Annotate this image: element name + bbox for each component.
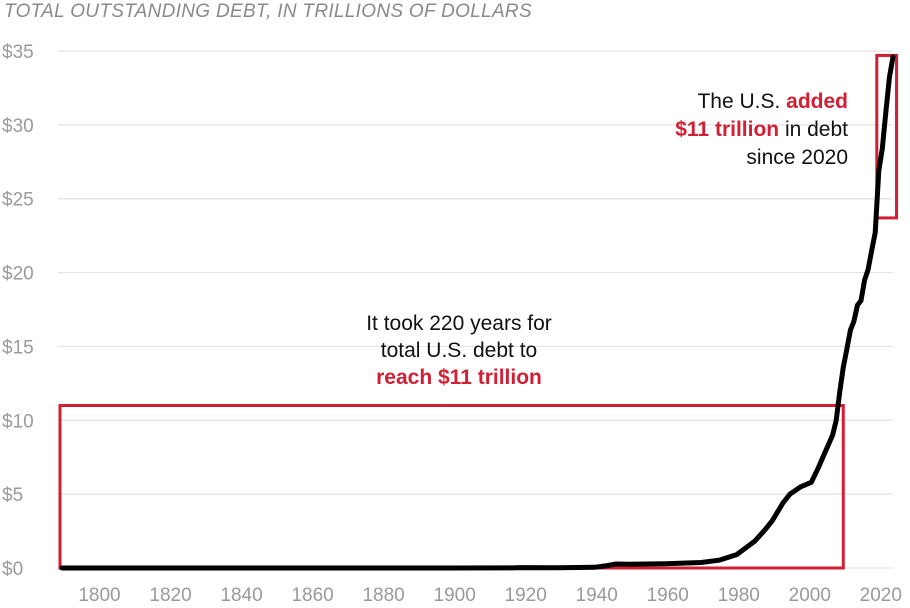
chart-title: TOTAL OUTSTANDING DEBT, IN TRILLIONS OF …: [4, 1, 532, 22]
y-tick-label: $20: [2, 264, 34, 285]
annotation-early-line1: It took 220 years for: [366, 312, 552, 335]
y-tick-label: $15: [2, 337, 34, 358]
annotation-early-line2: total U.S. debt to: [381, 339, 537, 362]
x-tick-label: 1840: [220, 585, 262, 606]
x-tick-label: 2020: [860, 585, 902, 606]
x-tick-label: 1960: [647, 585, 689, 606]
annotation-recent-line2-highlight: $11 trillion: [675, 118, 779, 141]
x-axis-ticks: 1800 1820 1840 1860 1880 1900 1920 1940 1960 1980…: [78, 585, 902, 606]
x-tick-label: 1980: [718, 585, 760, 606]
y-axis-ticks: $0 $5 $10 $15 $20 $25 $30 $35: [2, 42, 34, 580]
y-tick-label: $25: [2, 190, 34, 211]
annotation-early-highlight: reach $11 trillion: [376, 366, 542, 389]
x-tick-label: 1860: [291, 585, 333, 606]
annotation-recent-line1: The U.S. added: [697, 90, 848, 113]
x-tick-label: 1940: [576, 585, 618, 606]
x-tick-label: 2000: [789, 585, 831, 606]
y-tick-label: $10: [2, 411, 34, 432]
annotation-recent-line2-plain: in debt: [779, 118, 848, 141]
y-tick-label: $0: [2, 559, 23, 580]
x-tick-label: 1920: [505, 585, 547, 606]
y-tick-label: $35: [2, 42, 34, 63]
annotation-recent-line3: since 2020: [746, 146, 848, 169]
debt-series-line: [59, 54, 896, 571]
annotation-recent: The U.S. added $11 trillion in debt sinc…: [675, 90, 848, 169]
annotation-recent-line1-highlight: added: [786, 90, 848, 113]
gridlines: [58, 50, 893, 569]
highlight-box-recent: [875, 53, 899, 220]
x-tick-label: 1900: [434, 585, 476, 606]
y-tick-label: $5: [2, 485, 23, 506]
annotation-early: It took 220 years for total U.S. debt to…: [366, 312, 552, 389]
annotation-recent-line1-plain: The U.S.: [697, 90, 786, 113]
x-tick-label: 1880: [362, 585, 404, 606]
y-tick-label: $30: [2, 116, 34, 137]
x-tick-label: 1820: [149, 585, 191, 606]
annotation-recent-line2: $11 trillion in debt: [675, 118, 848, 141]
x-tick-label: 1800: [78, 585, 120, 606]
highlight-box-early: [58, 404, 845, 570]
